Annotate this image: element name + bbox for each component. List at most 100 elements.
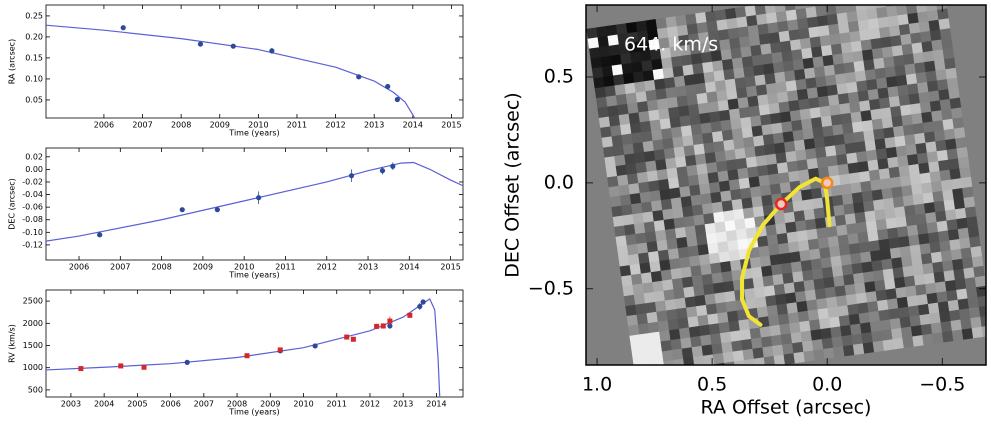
image-pixel [931, 39, 943, 52]
image-pixel [884, 207, 896, 220]
x-tick-label: 2005 [127, 400, 147, 409]
image-pixel [658, 178, 670, 191]
image-pixel [967, 296, 980, 309]
image-pixel [738, 106, 751, 119]
image-pixel [871, 118, 884, 131]
image-pixel [687, 316, 700, 328]
x-tick-label: 2009 [260, 400, 280, 409]
image-pixel [954, 278, 967, 291]
image-pixel [926, 221, 939, 234]
image-pixel [812, 268, 824, 280]
image-pixel [847, 91, 860, 104]
image-pixel [694, 224, 707, 236]
image-pixel [871, 47, 884, 60]
image-pixel [608, 44, 621, 57]
model-line [46, 24, 416, 118]
image-pixel [840, 254, 852, 266]
image-pixel [826, 296, 838, 309]
image-pixel [943, 199, 956, 211]
image-pixel [614, 84, 627, 96]
image-pixel [643, 221, 656, 233]
image-pixel [877, 228, 889, 241]
x-tick-label: 0.0 [812, 374, 842, 396]
image-pixel [667, 248, 680, 260]
image-pixel [809, 36, 822, 49]
image-pixel [731, 340, 743, 352]
image-pixel [714, 150, 727, 163]
image-pixel [912, 335, 924, 347]
image-pixel [823, 347, 835, 360]
image-pixel [802, 128, 815, 140]
image-pixel [957, 156, 970, 169]
image-pixel [705, 303, 718, 316]
x-tick-label: 2006 [160, 400, 180, 409]
image-pixel [920, 323, 933, 336]
image-pixel [813, 278, 826, 290]
image-pixel [716, 160, 728, 173]
image-pixel [780, 40, 792, 53]
image-pixel [621, 133, 634, 146]
image-pixel [905, 214, 918, 227]
image-pixel [812, 56, 825, 68]
x-tick-label: 2013 [364, 121, 384, 130]
x-tick-label: 2007 [110, 263, 130, 272]
image-pixel [863, 129, 875, 142]
image-pixel [921, 182, 933, 194]
image-pixel [697, 31, 710, 44]
image-pixel [804, 289, 817, 302]
image-pixel [935, 210, 947, 223]
image-pixel [901, 185, 913, 197]
image-pixel [670, 268, 683, 280]
image-pixel [729, 37, 741, 50]
image-pixel [898, 165, 911, 177]
image-pixel [679, 44, 692, 57]
image-pixel [842, 52, 854, 64]
image-pixel [792, 58, 805, 71]
image-pixel [785, 80, 798, 92]
image-pixel [870, 108, 882, 121]
image-pixel [870, 37, 883, 50]
image-pixel [818, 317, 831, 330]
image-pixel [875, 148, 888, 160]
image-pixel [939, 240, 951, 252]
image-pixel [868, 310, 881, 323]
image-pixel [912, 193, 925, 206]
image-pixel [710, 333, 722, 345]
image-pixel [639, 50, 652, 62]
image-pixel [620, 123, 632, 136]
image-pixel [894, 276, 906, 289]
image-pixel [680, 125, 693, 137]
image-pixel [803, 208, 816, 221]
image-pixel [741, 56, 754, 68]
image-pixel [743, 65, 755, 78]
data-point [385, 83, 391, 90]
image-pixel [639, 120, 652, 133]
image-pixel [700, 263, 712, 276]
image-pixel [789, 251, 802, 263]
image-pixel [626, 243, 639, 256]
image-pixel [816, 227, 828, 239]
image-pixel [832, 53, 844, 66]
image-pixel [618, 184, 631, 197]
image-pixel [744, 217, 756, 229]
image-pixel [944, 279, 957, 292]
image-pixel [586, 27, 598, 40]
image-pixel [721, 129, 734, 142]
image-pixel [786, 160, 799, 173]
y-tick-label: −0.5 [528, 277, 574, 299]
image-pixel [867, 300, 879, 313]
image-pixel [871, 259, 884, 272]
image-pixel [685, 13, 697, 26]
image-pixel [710, 262, 722, 275]
image-pixel [936, 220, 949, 233]
image-pixel [701, 344, 714, 357]
panel: 2003 2004 2005 2006 2007 2008 2009 2010 2011 2012… [8, 289, 464, 417]
data-point [417, 303, 423, 310]
image-pixel [629, 122, 642, 134]
image-pixel [895, 74, 908, 87]
image-pixel [720, 190, 732, 202]
image-pixel [635, 374, 647, 386]
image-pixel [640, 342, 653, 355]
image-pixel [946, 77, 959, 90]
image-pixel [806, 158, 819, 170]
